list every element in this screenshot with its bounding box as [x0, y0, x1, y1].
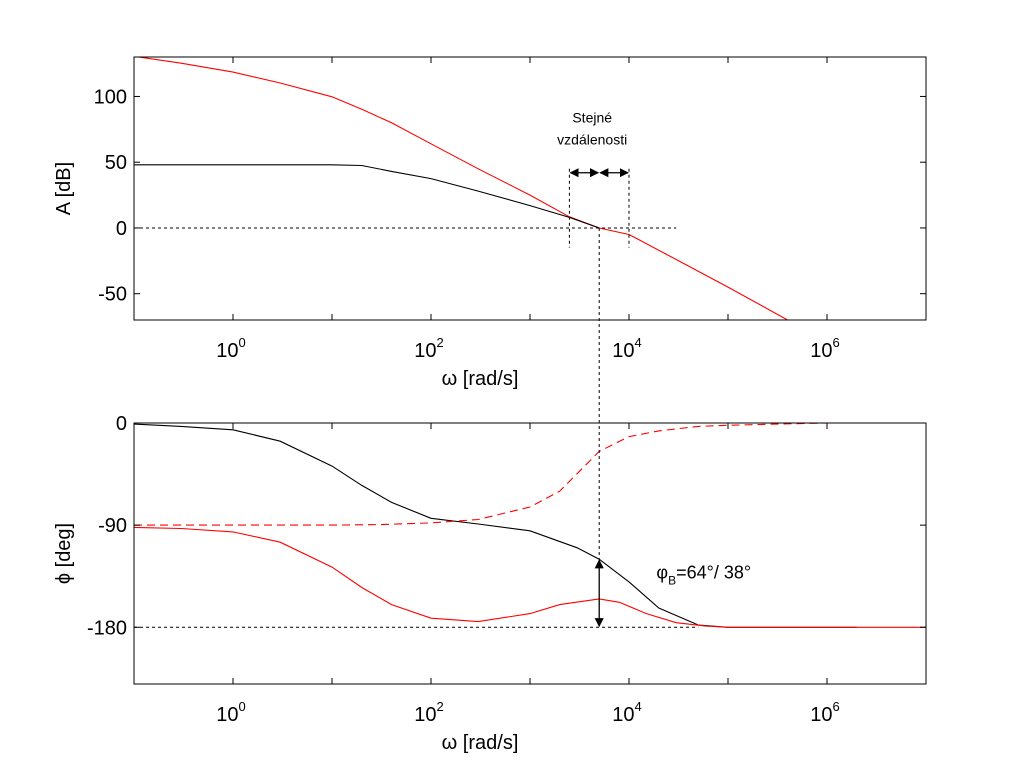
- series-group: [134, 57, 788, 320]
- x-tick-label: 106: [810, 335, 839, 362]
- series-line-1: [134, 57, 788, 320]
- phase-panel: 100 102 104 106 0 -90 -180 ω [rad/s] ϕ [deg] φB=6…: [53, 413, 927, 754]
- y-tick-label: -180: [87, 617, 127, 639]
- x-tick-label: 100: [216, 699, 245, 726]
- y-axis-label: A [dB]: [53, 162, 75, 215]
- y-tick-label: -50: [98, 284, 127, 306]
- annotation-line-2: vzdálenosti: [557, 132, 627, 148]
- series-line-3: [134, 423, 926, 526]
- x-tick-label: 104: [612, 335, 641, 362]
- x-tick-label: 102: [414, 335, 443, 362]
- y-tick-label: -90: [98, 515, 127, 537]
- x-tick-label: 106: [810, 699, 839, 726]
- y-axis-label: ϕ [deg]: [53, 523, 75, 584]
- magnitude-panel: 100 102 104 106 100 50 0 -50 ω [rad/s] A [dB] Stej…: [53, 56, 927, 390]
- series-group: [134, 423, 926, 628]
- x-axis-label: ω [rad/s]: [442, 732, 519, 754]
- y-tick-label: 0: [116, 413, 127, 435]
- y-tick-label: 100: [94, 86, 127, 108]
- phase-margin-label: φB=64°/ 38°: [656, 563, 751, 588]
- series-line-2: [134, 526, 926, 628]
- y-tick-label: 50: [105, 152, 127, 174]
- plot-frame: [133, 422, 927, 685]
- x-tick-label: 102: [414, 699, 443, 726]
- series-line-1: [134, 423, 857, 628]
- x-axis-label: ω [rad/s]: [442, 368, 519, 390]
- x-tick-label: 104: [612, 699, 641, 726]
- y-tick-label: 0: [116, 218, 127, 240]
- annotation-line-1: Stejné: [572, 110, 612, 126]
- plot-frame: [133, 56, 927, 321]
- series-line-2: [134, 164, 600, 229]
- x-tick-label: 100: [216, 335, 245, 362]
